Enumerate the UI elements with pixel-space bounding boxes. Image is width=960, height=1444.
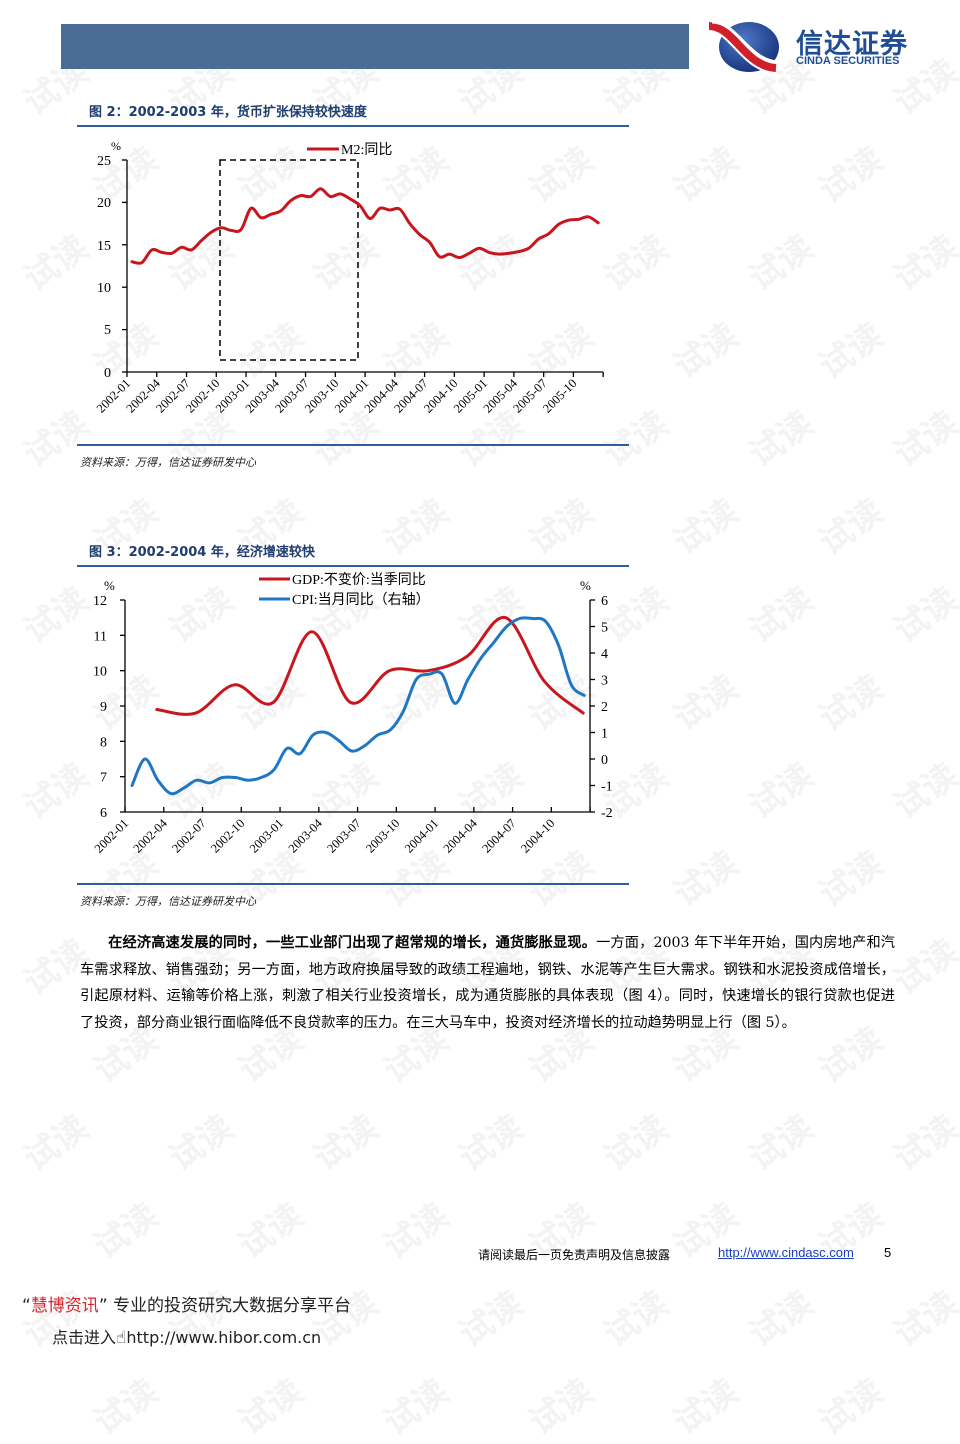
svg-text:M2:同比: M2:同比 — [341, 142, 392, 158]
svg-text:15: 15 — [97, 239, 111, 254]
svg-text:3: 3 — [601, 674, 608, 689]
svg-text:2002-04: 2002-04 — [131, 816, 171, 856]
page-number: 5 — [884, 1245, 892, 1260]
company-logo: 信达证券 CINDA SECURITIES — [704, 20, 944, 74]
svg-text:%: % — [111, 139, 121, 153]
svg-text:GDP:不变价:当季同比: GDP:不变价:当季同比 — [292, 572, 426, 588]
svg-text:7: 7 — [100, 771, 107, 786]
pointing-hand-icon: ☝ — [116, 1328, 127, 1348]
svg-text:10: 10 — [93, 665, 107, 680]
logo-english-name: CINDA SECURITIES — [796, 55, 900, 67]
chart1-y-tick-labels: 25 20 15 10 5 0 % — [97, 139, 121, 381]
promo-brand: 慧博资讯 — [30, 1296, 99, 1316]
svg-text:5: 5 — [104, 323, 111, 338]
cinda-website-link[interactable]: http://www.cindasc.com — [718, 1245, 854, 1260]
svg-text:2002-10: 2002-10 — [208, 816, 247, 855]
paragraph-body: 一方面，2003 年下半年开始，国内房地产和汽车需求释放、销售强劲；另一方面，地… — [80, 935, 895, 1031]
highlight-box — [219, 159, 359, 361]
svg-text:20: 20 — [97, 196, 111, 211]
svg-text:CPI:当月同比（右轴）: CPI:当月同比（右轴） — [292, 592, 430, 608]
svg-text:4: 4 — [601, 647, 608, 662]
figure-2-bottom-rule — [77, 444, 629, 446]
svg-text:6: 6 — [100, 806, 107, 821]
promo-entry[interactable]: 点击进入☝http://www.hibor.com.cn — [52, 1324, 321, 1348]
svg-text:2: 2 — [601, 700, 608, 715]
chart2-right-y-labels: -2 -1 0 1 2 3 4 5 6 — [601, 594, 613, 821]
chart2-legend: GDP:不变价:当季同比 CPI:当月同比（右轴） — [259, 572, 430, 608]
promo-tagline: 专业的投资研究大数据分享平台 — [113, 1296, 352, 1316]
svg-text:0: 0 — [104, 366, 111, 381]
svg-text:0: 0 — [601, 753, 608, 768]
cpi-line — [130, 616, 586, 796]
figure-3-title: 图 3：2002-2004 年，经济增速较快 — [89, 545, 315, 560]
svg-text:-1: -1 — [601, 780, 613, 795]
svg-text:2004-01: 2004-01 — [402, 816, 441, 855]
svg-text:8: 8 — [100, 735, 107, 750]
body-paragraph: 在经济高速发展的同时，一些工业部门出现了超常规的增长，通货膨胀显现。一方面，20… — [80, 930, 895, 1036]
svg-text:2004-04: 2004-04 — [441, 816, 481, 856]
svg-text:2002-01: 2002-01 — [92, 816, 131, 855]
chart2-left-unit: % — [104, 578, 115, 593]
quote-close: ” — [98, 1296, 108, 1316]
logo-chinese-name: 信达证券 — [796, 29, 908, 60]
figure-3-source: 资料来源：万得，信达证券研发中心 — [80, 895, 256, 908]
figure-2-top-rule — [77, 125, 629, 127]
chart1-axes — [122, 159, 604, 377]
svg-text:9: 9 — [100, 700, 107, 715]
hibor-url[interactable]: http://www.hibor.com.cn — [126, 1328, 322, 1347]
disclaimer-note: 请阅读最后一页免责声明及信息披露 — [478, 1248, 671, 1262]
figure-2-source: 资料来源：万得，信达证券研发中心 — [80, 456, 256, 469]
figure-2-title: 图 2：2002-2003 年，货币扩张保持较快速度 — [89, 105, 367, 120]
m2-growth-chart: 25 20 15 10 5 0 % 2002-012002-042002-072… — [94, 139, 604, 416]
svg-text:10: 10 — [97, 281, 111, 296]
svg-text:2004-07: 2004-07 — [479, 816, 518, 855]
figure-3-top-rule — [77, 565, 629, 567]
figure-3-bottom-rule — [77, 883, 629, 885]
svg-text:-2: -2 — [601, 806, 613, 821]
promo-enter-label: 点击进入 — [52, 1328, 117, 1347]
svg-text:2002-07: 2002-07 — [169, 816, 208, 855]
svg-text:2003-01: 2003-01 — [247, 816, 286, 855]
svg-text:2003-07: 2003-07 — [324, 816, 363, 855]
header-bar — [61, 24, 689, 69]
svg-text:2003-10: 2003-10 — [363, 816, 402, 855]
cinda-globe-icon — [708, 20, 779, 74]
chart2-x-tick-labels: 2002-01 2002-04 2002-07 2002-10 2003-01 2003-… — [92, 816, 558, 856]
svg-text:5: 5 — [601, 621, 608, 636]
svg-text:25: 25 — [97, 154, 111, 169]
paragraph-lead: 在经济高速发展的同时，一些工业部门出现了超常规的增长，通货膨胀显现。 — [108, 935, 597, 951]
quote-open: “ — [22, 1296, 31, 1316]
gdp-line — [155, 616, 585, 716]
svg-text:6: 6 — [601, 594, 608, 609]
promo-banner: “慧博资讯” 专业的投资研究大数据分享平台 — [22, 1291, 351, 1316]
svg-text:1: 1 — [601, 727, 608, 742]
chart1-legend: M2:同比 — [307, 142, 392, 158]
svg-text:11: 11 — [94, 629, 107, 644]
svg-text:2003-04: 2003-04 — [286, 816, 326, 856]
m2-yoy-line — [130, 187, 600, 265]
chart2-axes — [120, 599, 595, 813]
svg-text:2004-10: 2004-10 — [518, 816, 557, 855]
chart2-right-unit: % — [580, 578, 591, 593]
chart2-left-y-labels: 6 7 8 9 10 11 12 — [93, 594, 107, 821]
svg-text:12: 12 — [93, 594, 107, 609]
